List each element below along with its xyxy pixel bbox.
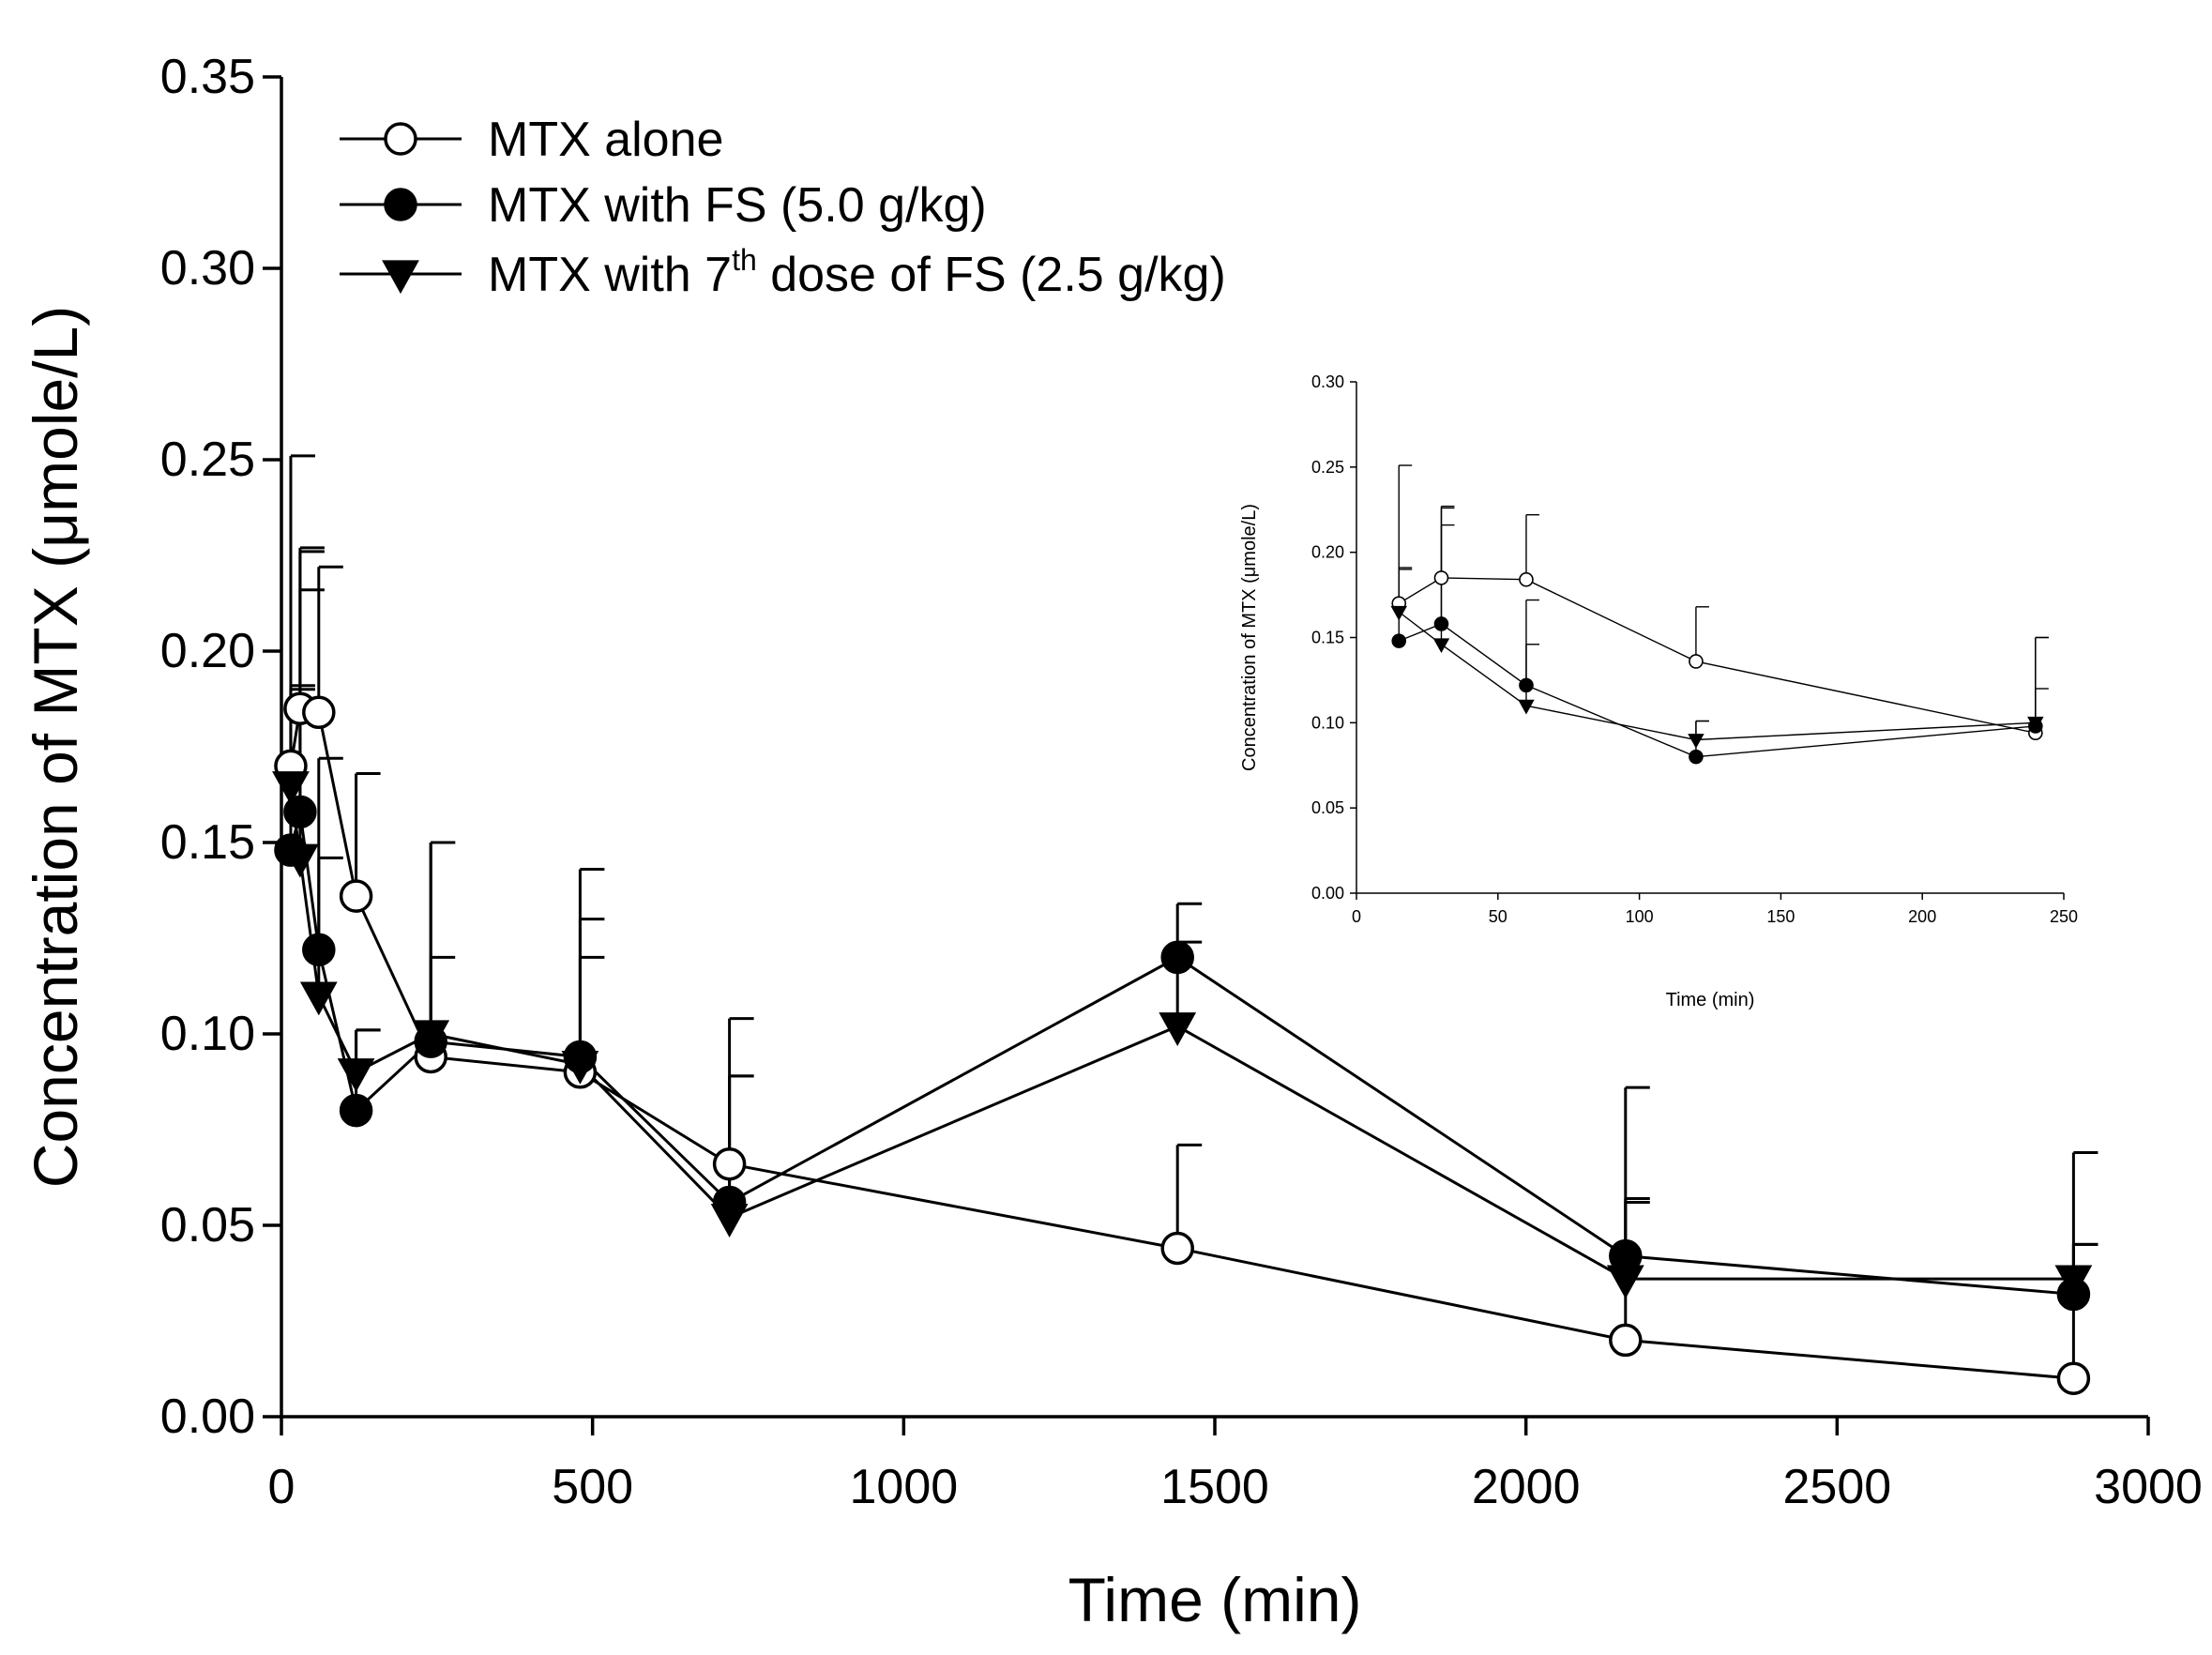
- data-point: [561, 1050, 599, 1085]
- data-point: [339, 879, 373, 913]
- inset-y-tick-label: 0.10: [1311, 713, 1344, 732]
- y-tick-label: 0.25: [160, 433, 255, 487]
- inset-data-point: [1391, 633, 1407, 648]
- data-point: [1159, 1012, 1197, 1046]
- x-tick-label: 2000: [1472, 1460, 1581, 1514]
- x-tick-label: 1500: [1160, 1460, 1269, 1514]
- data-point: [1606, 1265, 1644, 1299]
- main-plot: 0.000.050.100.150.200.250.300.350 500 1000…: [21, 50, 2203, 1634]
- x-tick-label: 500: [552, 1460, 633, 1514]
- legend-label-part: dose of FS (2.5 g/kg): [757, 248, 1226, 302]
- inset-series-line-3: [1398, 611, 2036, 741]
- inset-y-tick-label: 0.00: [1311, 884, 1344, 903]
- data-point: [1160, 940, 1194, 975]
- legend-marker: [384, 188, 417, 221]
- inset-y-tick-label: 0.20: [1311, 543, 1344, 562]
- y-tick-label: 0.30: [160, 241, 255, 296]
- inset-series-line-1: [1398, 577, 2036, 734]
- inset-data-point: [1518, 699, 1535, 715]
- legend-entry-label: MTX alone: [488, 113, 723, 167]
- inset-x-tick-label: 250: [2050, 907, 2078, 926]
- series-line-3: [289, 784, 2074, 1281]
- data-point: [1160, 1231, 1194, 1266]
- legend-label-part: MTX with 7: [488, 248, 732, 302]
- inset-y-tick-label: 0.30: [1311, 372, 1344, 391]
- y-tick-label: 0.35: [160, 50, 255, 104]
- legend-marker: [382, 260, 419, 295]
- inset-data-point: [1519, 571, 1534, 587]
- data-point: [283, 795, 317, 829]
- data-point: [302, 933, 336, 966]
- legend-marker: [384, 122, 417, 156]
- data-point: [412, 1020, 450, 1055]
- data-point: [1609, 1323, 1643, 1358]
- inset-x-tick-label: 0: [1352, 907, 1361, 926]
- data-point: [712, 1146, 747, 1181]
- y-tick-label: 0.00: [160, 1389, 255, 1444]
- legend-label-superscript: th: [732, 243, 757, 277]
- x-tick-label: 1000: [849, 1460, 958, 1514]
- data-point: [302, 695, 336, 730]
- legend-entry-label: MTX with 7th dose of FS (2.5 g/kg): [488, 243, 1226, 302]
- inset-data-point: [1689, 654, 1704, 669]
- inset-x-tick-label: 200: [1908, 907, 1936, 926]
- inset-data-point: [1390, 605, 1407, 621]
- data-point: [710, 1204, 749, 1237]
- inset-y-axis-title: Concentration of MTX (μmole/L): [1239, 504, 1260, 771]
- x-tick-label: 3000: [2094, 1460, 2203, 1514]
- inset-data-point: [1432, 638, 1450, 654]
- inset-x-tick-label: 100: [1626, 907, 1654, 926]
- x-tick-label: 2500: [1782, 1460, 1891, 1514]
- inset-y-tick-label: 0.25: [1311, 458, 1344, 477]
- series-line-2: [289, 812, 2074, 1296]
- data-point: [299, 981, 338, 1016]
- inset-y-tick-label: 0.05: [1311, 798, 1344, 817]
- inset-x-tick-label: 50: [1489, 907, 1507, 926]
- inset-x-tick-label: 150: [1766, 907, 1795, 926]
- y-tick-label: 0.15: [160, 815, 255, 870]
- x-axis-title: Time (min): [1068, 1565, 1362, 1634]
- data-point: [2054, 1265, 2093, 1299]
- inset-data-point: [1519, 677, 1534, 693]
- inset-plot: 0.00 0.05 0.10 0.15 0.20 0.25 0.30 0 50 100 150 200…: [1239, 372, 2078, 1010]
- data-point: [337, 1058, 375, 1092]
- legend: MTX alone MTX with FS (5.0 g/kg) MTX with …: [340, 113, 1226, 302]
- inset-data-point: [1433, 616, 1449, 631]
- legend-entry-label: MTX with FS (5.0 g/kg): [488, 178, 987, 233]
- y-tick-label: 0.20: [160, 624, 255, 678]
- y-tick-label: 0.05: [160, 1198, 255, 1253]
- inset-data-point: [1433, 570, 1449, 585]
- y-tick-label: 0.10: [160, 1007, 255, 1061]
- data-point: [2056, 1361, 2091, 1395]
- data-point: [281, 843, 319, 878]
- data-point: [339, 1093, 373, 1128]
- inset-x-axis-title: Time (min): [1666, 990, 1755, 1010]
- x-tick-label: 0: [268, 1460, 295, 1514]
- inset-data-point: [1689, 749, 1704, 765]
- inset-data-point: [2027, 716, 2044, 732]
- inset-y-tick-label: 0.15: [1311, 629, 1344, 647]
- inset-series-line-2: [1398, 623, 2036, 758]
- inset-data-point: [1688, 734, 1704, 749]
- y-axis-title: Concentration of MTX (μmole/L): [21, 306, 90, 1188]
- data-point: [272, 771, 310, 805]
